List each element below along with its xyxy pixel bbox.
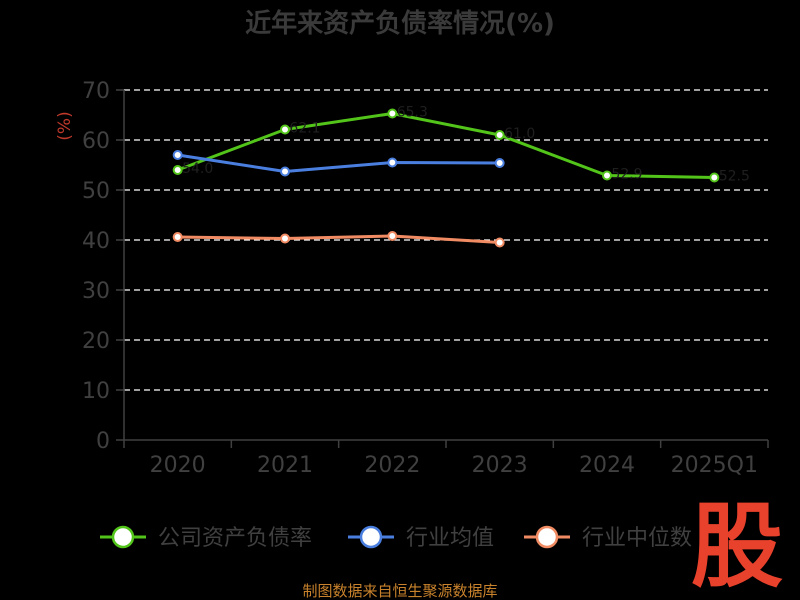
y-tick-label: 70 [82,79,110,104]
data-point [494,237,505,248]
data-point [387,108,398,119]
axes [123,90,768,441]
legend-swatch-marker [535,525,559,549]
data-label: 61.0 [504,126,535,142]
legend-label: 公司资产负债率 [158,526,312,551]
series-2 [172,231,505,248]
legend-label: 行业均值 [406,526,494,551]
data-point [602,170,612,181]
y-tick-label: 20 [82,329,110,354]
x-tick-label: 2022 [364,453,420,478]
x-tick-label: 2020 [150,453,206,478]
x-tick-label: 2023 [472,453,528,478]
data-point [280,124,290,135]
logo-watermark: 股 [691,493,783,600]
series-line [177,112,715,179]
data-point [494,158,505,168]
x-tick-label: 2025Q1 [671,453,758,478]
x-tick-label: 2024 [579,453,635,478]
series-layer: 54.0 62.1 65.3 61.0 52.9 52.5 [172,105,750,248]
y-tick-label: 40 [82,229,110,254]
data-label: 52.5 [719,169,750,185]
data-point [172,150,183,160]
series-line [177,234,500,244]
y-axis-unit-label: (%) [55,111,75,140]
data-label: 62.1 [289,121,320,137]
data-point [494,130,505,140]
y-tick-label: 0 [96,429,110,454]
series-1 [172,150,505,177]
x-tick-label: 2021 [257,453,313,478]
y-tick-label: 10 [82,379,110,404]
x-axis-ticks: 2020 2021 2022 2023 2024 2025Q1 [123,440,769,478]
y-tick-label: 60 [82,129,110,154]
legend-label: 行业中位数 [582,526,692,551]
data-point [280,233,290,244]
data-point [172,165,183,175]
data-label: 52.9 [611,167,642,183]
data-point [172,232,183,242]
legend-swatch-marker [359,525,383,549]
data-label: 65.3 [397,105,428,121]
data-point [280,166,290,177]
chart-title: 近年来资产负债率情况(%) [245,8,555,39]
legend: 公司资产负债率 行业均值 行业中位数 [100,525,692,551]
y-axis-ticks: 0 10 20 30 40 50 60 70 [82,79,124,454]
data-point [387,157,398,168]
series-line [177,153,500,173]
y-tick-label: 30 [82,279,110,304]
y-tick-label: 50 [82,179,110,204]
data-point [709,172,720,183]
series-0: 54.0 62.1 65.3 61.0 52.9 52.5 [172,105,750,185]
source-note: 制图数据来自恒生聚源数据库 [302,582,497,600]
legend-item: 行业中位数 [524,525,692,551]
legend-swatch-marker [111,525,135,549]
legend-item: 公司资产负债率 [100,525,312,551]
data-label: 54.0 [182,161,213,177]
data-point [387,231,398,241]
legend-item: 行业均值 [348,525,494,551]
